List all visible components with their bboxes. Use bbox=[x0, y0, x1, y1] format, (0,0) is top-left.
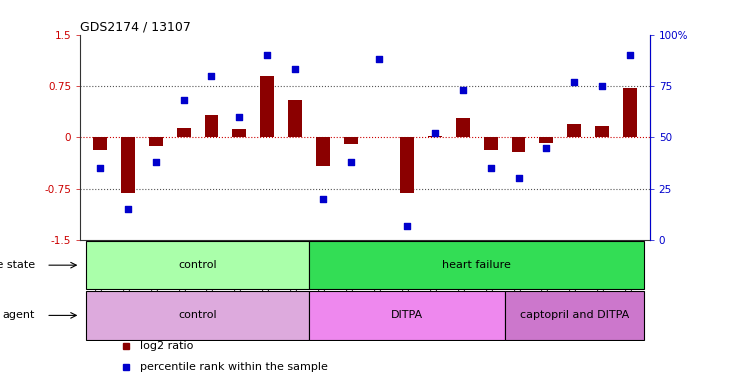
Bar bbox=[484, 137, 498, 150]
Bar bbox=[86, 241, 310, 289]
Point bbox=[373, 56, 385, 62]
Point bbox=[401, 223, 412, 229]
Text: control: control bbox=[178, 260, 217, 270]
Bar bbox=[428, 136, 442, 137]
Bar bbox=[204, 115, 218, 137]
Text: captopril and DITPA: captopril and DITPA bbox=[520, 310, 629, 320]
Text: heart failure: heart failure bbox=[442, 260, 511, 270]
Bar bbox=[456, 118, 469, 137]
Bar bbox=[539, 137, 553, 143]
Bar bbox=[177, 128, 191, 137]
Bar bbox=[120, 137, 135, 194]
Point bbox=[541, 144, 553, 151]
Bar bbox=[232, 129, 247, 137]
Bar bbox=[316, 137, 330, 166]
Point bbox=[485, 165, 496, 171]
Bar bbox=[400, 137, 414, 194]
Text: agent: agent bbox=[2, 310, 35, 320]
Text: disease state: disease state bbox=[0, 260, 35, 270]
Point bbox=[429, 130, 441, 136]
Bar bbox=[595, 126, 610, 137]
Point bbox=[569, 79, 580, 85]
Point bbox=[457, 87, 469, 93]
Point bbox=[345, 159, 357, 165]
Point bbox=[318, 196, 329, 202]
Text: log2 ratio: log2 ratio bbox=[140, 341, 193, 351]
Point bbox=[177, 97, 189, 103]
Bar bbox=[504, 291, 644, 339]
Bar bbox=[261, 76, 274, 137]
Bar bbox=[567, 124, 581, 137]
Bar bbox=[623, 88, 637, 137]
Point bbox=[94, 165, 106, 171]
Text: GDS2174 / 13107: GDS2174 / 13107 bbox=[80, 20, 191, 33]
Point bbox=[512, 175, 524, 182]
Point bbox=[122, 206, 134, 212]
Point bbox=[150, 159, 161, 165]
Bar bbox=[310, 241, 644, 289]
Point bbox=[234, 114, 245, 120]
Bar bbox=[310, 291, 504, 339]
Text: control: control bbox=[178, 310, 217, 320]
Point bbox=[596, 83, 608, 89]
Bar bbox=[86, 291, 310, 339]
Bar bbox=[344, 137, 358, 144]
Bar bbox=[149, 137, 163, 146]
Point bbox=[261, 52, 273, 58]
Text: DITPA: DITPA bbox=[391, 310, 423, 320]
Point bbox=[206, 73, 218, 79]
Bar bbox=[93, 137, 107, 150]
Bar bbox=[512, 137, 526, 152]
Text: percentile rank within the sample: percentile rank within the sample bbox=[140, 362, 328, 372]
Point bbox=[289, 66, 301, 73]
Bar bbox=[288, 99, 302, 137]
Point bbox=[624, 52, 636, 58]
